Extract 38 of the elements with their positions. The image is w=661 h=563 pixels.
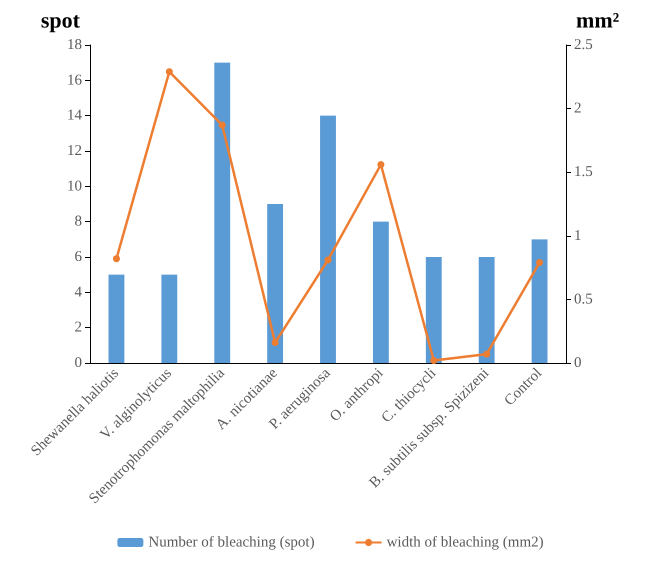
bar [426,257,442,363]
point [218,122,226,129]
point [272,339,279,346]
bar [214,62,230,363]
y-tick-label: 2 [74,320,82,336]
y2-tick-label: 2.5 [574,37,593,53]
legend-label: Number of bleaching (spot) [148,534,315,550]
y2-tick-label: 1.5 [574,164,593,180]
bar [108,274,124,363]
y2-tick-label: 0 [574,355,582,371]
bar [161,274,178,363]
bar [532,239,548,363]
y-tick-label: 12 [67,143,82,159]
y-tick-label: 4 [74,284,82,300]
y-axis-title: spot [40,8,81,32]
point [377,161,384,168]
point [324,256,332,264]
y2-tick-label: 0.5 [574,291,593,308]
bar [372,222,389,363]
y-tick-label: 10 [67,178,82,194]
point [166,68,173,76]
bar [320,116,336,363]
bar [267,204,284,363]
point [483,350,490,358]
y-tick-label: 8 [74,214,82,230]
bar [478,257,495,363]
y-tick-label: 6 [74,249,82,265]
y-tick-label: 0 [74,355,82,371]
y2-tick-label: 1 [574,228,582,244]
legend-label: width of bleaching (mm2) [386,534,544,550]
point [430,356,438,364]
y2-tick-label: 2 [574,100,582,117]
y2-axis-title: mm² [576,8,620,32]
point [112,255,120,262]
y-tick-label: 16 [67,72,82,88]
y-tick-label: 14 [67,108,82,124]
point [536,259,544,266]
y-tick-label: 18 [67,37,82,53]
